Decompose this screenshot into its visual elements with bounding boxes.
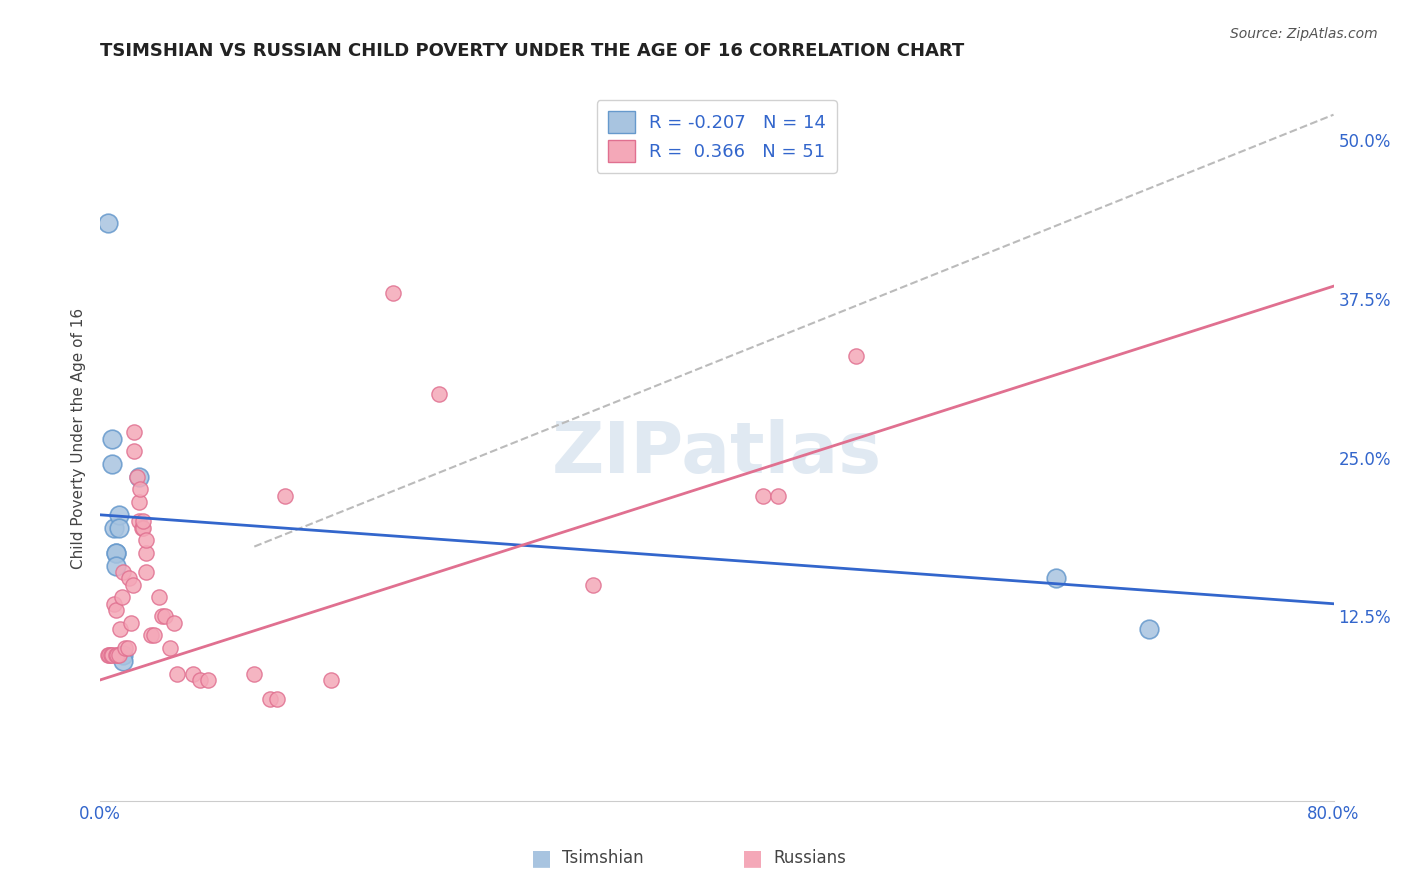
Point bbox=[153, 609, 176, 624]
Point bbox=[121, 577, 143, 591]
Point bbox=[274, 489, 297, 503]
Point bbox=[118, 571, 141, 585]
Point bbox=[112, 648, 135, 662]
Point bbox=[150, 609, 173, 624]
Point bbox=[120, 615, 142, 630]
Text: Source: ZipAtlas.com: Source: ZipAtlas.com bbox=[1230, 27, 1378, 41]
Point bbox=[382, 285, 405, 300]
Point bbox=[101, 432, 124, 446]
Point bbox=[100, 648, 122, 662]
Text: ZIPatlas: ZIPatlas bbox=[551, 418, 882, 488]
Point bbox=[197, 673, 219, 687]
Point bbox=[427, 387, 450, 401]
Point bbox=[128, 495, 150, 509]
Point bbox=[135, 546, 157, 560]
Point bbox=[188, 673, 211, 687]
Point bbox=[266, 692, 288, 706]
Point bbox=[752, 489, 775, 503]
Point bbox=[181, 666, 204, 681]
Point bbox=[259, 692, 281, 706]
Point bbox=[122, 425, 145, 440]
Point bbox=[101, 457, 124, 471]
Point bbox=[107, 648, 129, 662]
Point bbox=[139, 628, 162, 642]
Point bbox=[103, 597, 125, 611]
Point bbox=[104, 603, 127, 617]
Point bbox=[107, 520, 129, 534]
Point bbox=[135, 533, 157, 548]
Text: Russians: Russians bbox=[773, 849, 846, 867]
Point bbox=[122, 444, 145, 458]
Point bbox=[148, 591, 170, 605]
Text: ■: ■ bbox=[742, 848, 762, 868]
Text: ■: ■ bbox=[531, 848, 551, 868]
Point bbox=[104, 546, 127, 560]
Text: Tsimshian: Tsimshian bbox=[562, 849, 644, 867]
Point bbox=[114, 641, 136, 656]
Text: TSIMSHIAN VS RUSSIAN CHILD POVERTY UNDER THE AGE OF 16 CORRELATION CHART: TSIMSHIAN VS RUSSIAN CHILD POVERTY UNDER… bbox=[100, 42, 965, 60]
Point bbox=[1137, 622, 1160, 636]
Point bbox=[128, 514, 150, 528]
Point bbox=[104, 558, 127, 573]
Point bbox=[582, 577, 605, 591]
Point bbox=[98, 648, 121, 662]
Point bbox=[97, 648, 120, 662]
Y-axis label: Child Poverty Under the Age of 16: Child Poverty Under the Age of 16 bbox=[72, 308, 86, 569]
Legend: R = -0.207   N = 14, R =  0.366   N = 51: R = -0.207 N = 14, R = 0.366 N = 51 bbox=[596, 100, 837, 173]
Point bbox=[112, 565, 135, 579]
Point bbox=[1045, 571, 1067, 585]
Point bbox=[107, 508, 129, 522]
Point bbox=[132, 514, 155, 528]
Point bbox=[768, 489, 790, 503]
Point bbox=[132, 520, 155, 534]
Point bbox=[129, 483, 152, 497]
Point bbox=[112, 654, 135, 668]
Point bbox=[117, 641, 139, 656]
Point bbox=[101, 648, 124, 662]
Point bbox=[135, 565, 157, 579]
Point bbox=[108, 622, 131, 636]
Point bbox=[243, 666, 266, 681]
Point bbox=[159, 641, 181, 656]
Point bbox=[163, 615, 186, 630]
Point bbox=[105, 648, 128, 662]
Point bbox=[321, 673, 343, 687]
Point bbox=[104, 648, 127, 662]
Point bbox=[166, 666, 188, 681]
Point bbox=[143, 628, 166, 642]
Point bbox=[111, 591, 134, 605]
Point bbox=[128, 469, 150, 483]
Point bbox=[845, 349, 868, 363]
Point bbox=[131, 520, 153, 534]
Point bbox=[97, 216, 120, 230]
Point bbox=[104, 546, 127, 560]
Point bbox=[127, 469, 149, 483]
Point bbox=[103, 520, 125, 534]
